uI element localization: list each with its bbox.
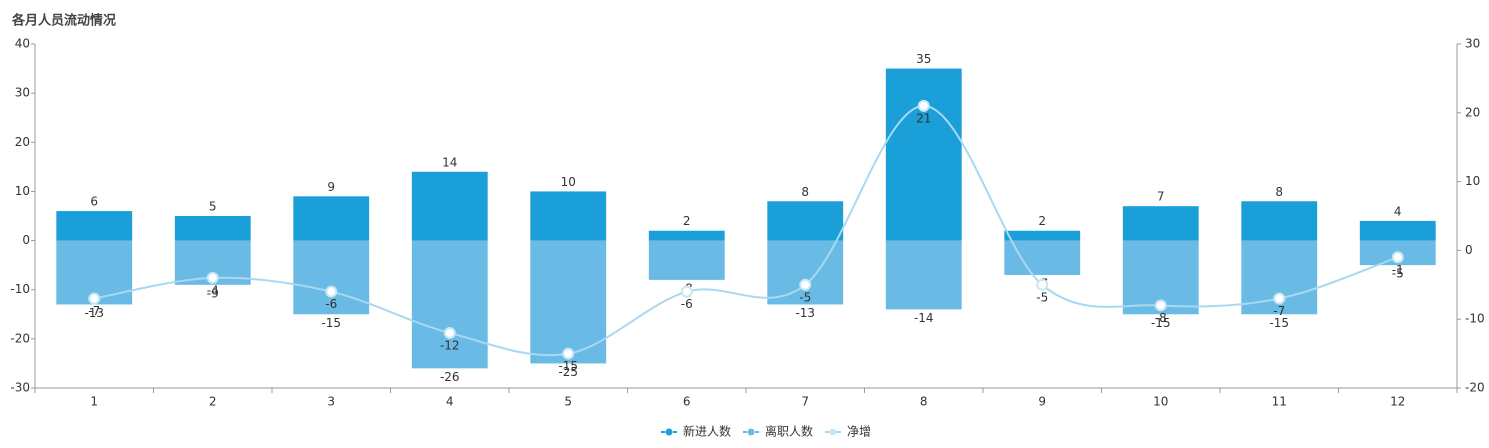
value-label: 2 — [1038, 214, 1046, 228]
bar — [411, 171, 488, 241]
value-label: -5 — [799, 290, 811, 304]
bar — [530, 240, 607, 364]
bar — [174, 216, 251, 241]
value-label: -25 — [558, 365, 578, 379]
bar — [530, 191, 607, 241]
value-label: -7 — [1273, 304, 1285, 318]
point — [1391, 251, 1404, 264]
y-tick-label: 30 — [15, 86, 30, 100]
value-label: -5 — [1036, 290, 1048, 304]
bar — [1004, 240, 1081, 275]
value-label: -6 — [325, 297, 337, 311]
value-label: -7 — [88, 304, 100, 318]
value-label: -13 — [84, 306, 104, 320]
bar — [1241, 201, 1318, 241]
point — [562, 347, 575, 360]
value-label: 4 — [1394, 204, 1402, 218]
x-tick-label: 7 — [801, 395, 809, 409]
point — [1273, 292, 1286, 305]
legend-label[interactable]: 净增 — [847, 425, 871, 439]
y2-tick-label: -20 — [1465, 381, 1485, 395]
chart-title: 各月人员流动情况 — [11, 13, 116, 29]
value-label: -8 — [1155, 311, 1167, 325]
bar — [648, 240, 725, 280]
y-tick-label: 40 — [15, 37, 30, 51]
value-label: -15 — [321, 316, 341, 330]
legend-icon — [665, 428, 673, 436]
point — [1036, 278, 1049, 291]
value-label: -4 — [207, 283, 219, 297]
bar — [293, 196, 370, 241]
y-tick-label: -30 — [10, 381, 30, 395]
legend-icon — [747, 428, 755, 436]
x-tick-label: 4 — [446, 395, 454, 409]
value-label: -26 — [440, 370, 460, 384]
value-label: -14 — [914, 311, 934, 325]
value-label: 8 — [1275, 185, 1283, 199]
point — [680, 285, 693, 298]
value-label: -15 — [558, 359, 578, 373]
value-label: 21 — [916, 111, 931, 125]
y2-tick-label: 30 — [1465, 37, 1480, 51]
point — [917, 99, 930, 112]
point — [1154, 299, 1167, 312]
point — [443, 326, 456, 339]
point — [325, 285, 338, 298]
value-label: 2 — [683, 214, 691, 228]
bar — [885, 68, 962, 241]
bar — [767, 201, 844, 241]
value-label: 14 — [442, 155, 457, 169]
value-label: 5 — [209, 200, 217, 214]
x-tick-label: 6 — [683, 395, 691, 409]
x-tick-label: 3 — [327, 395, 335, 409]
y-tick-label: 0 — [22, 233, 30, 247]
value-label: -15 — [1151, 316, 1171, 330]
value-label: 6 — [90, 195, 98, 209]
x-tick-label: 1 — [90, 395, 98, 409]
point — [206, 271, 219, 284]
bar — [1004, 230, 1081, 241]
value-label: 10 — [561, 175, 576, 189]
bar — [648, 230, 725, 241]
legend-label[interactable]: 离职人数 — [765, 424, 813, 439]
legend-label[interactable]: 新进人数 — [683, 424, 731, 439]
bar — [293, 240, 370, 315]
value-label: 9 — [327, 180, 335, 194]
y-tick-label: 10 — [15, 184, 30, 198]
x-tick-label: 10 — [1153, 395, 1168, 409]
bar — [56, 211, 133, 241]
bar — [1122, 206, 1199, 241]
y2-tick-label: 20 — [1465, 105, 1480, 119]
y2-tick-label: -10 — [1465, 312, 1485, 326]
x-tick-label: 11 — [1272, 395, 1287, 409]
point — [88, 292, 101, 305]
y2-tick-label: 10 — [1465, 174, 1480, 188]
value-label: -12 — [440, 338, 460, 352]
line — [94, 104, 1399, 357]
value-label: -15 — [1269, 316, 1289, 330]
bar — [885, 240, 962, 310]
value-label: -6 — [681, 297, 693, 311]
y-tick-label: -20 — [10, 331, 30, 345]
value-label: -5 — [1392, 267, 1404, 281]
x-tick-label: 8 — [920, 395, 928, 409]
bar — [1359, 220, 1436, 241]
bar — [411, 240, 488, 369]
value-label: -1 — [1392, 263, 1404, 277]
value-label: -13 — [795, 306, 815, 320]
y-tick-label: 20 — [15, 135, 30, 149]
x-tick-label: 12 — [1390, 395, 1405, 409]
y2-tick-label: 0 — [1465, 243, 1473, 257]
value-label: 35 — [916, 52, 931, 66]
y-tick-label: -10 — [10, 282, 30, 296]
value-label: 8 — [801, 185, 809, 199]
legend-icon — [829, 428, 837, 436]
x-tick-label: 5 — [564, 395, 572, 409]
x-tick-label: 2 — [209, 395, 217, 409]
point — [799, 278, 812, 291]
value-label: -9 — [207, 286, 219, 300]
value-label: 7 — [1157, 190, 1165, 204]
x-tick-label: 9 — [1038, 395, 1046, 409]
